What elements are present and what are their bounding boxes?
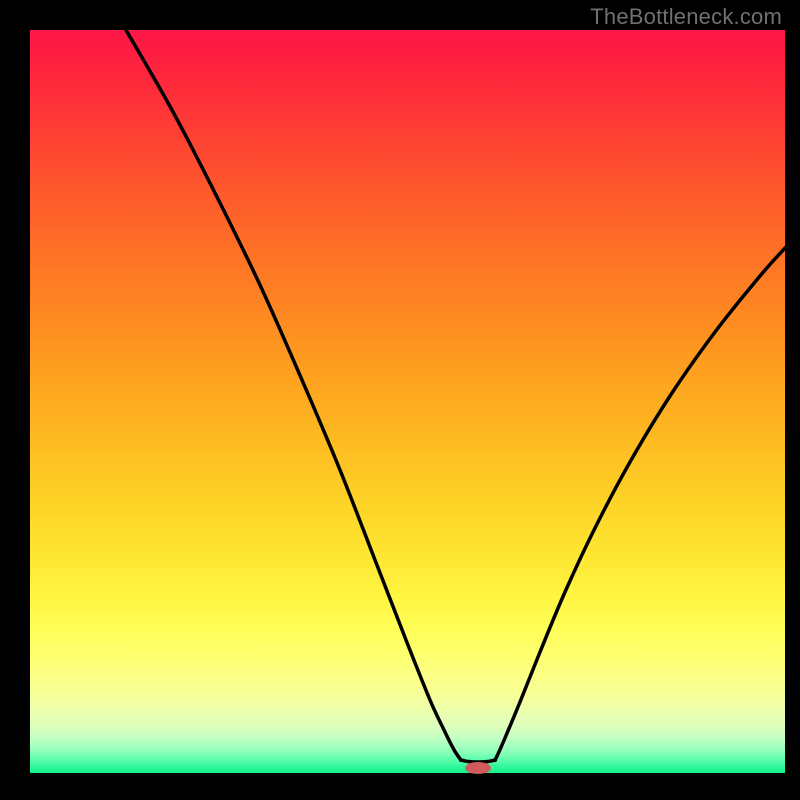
optimal-marker <box>465 762 491 774</box>
watermark-text: TheBottleneck.com <box>590 4 782 30</box>
chart-container: TheBottleneck.com <box>0 0 800 800</box>
bottleneck-chart <box>0 0 800 800</box>
gradient-background <box>30 30 785 773</box>
